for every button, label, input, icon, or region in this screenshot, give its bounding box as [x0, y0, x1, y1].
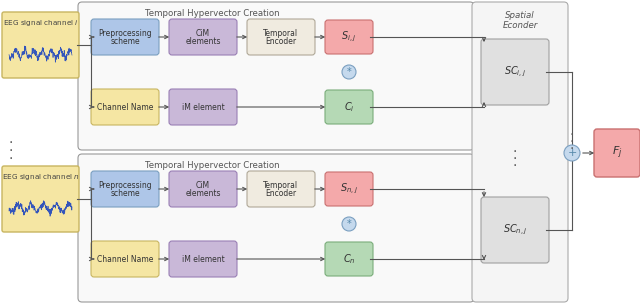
- Text: scheme: scheme: [110, 189, 140, 199]
- Text: Econder: Econder: [502, 21, 538, 30]
- FancyBboxPatch shape: [594, 129, 640, 177]
- Text: Temporal Hypervector Creation: Temporal Hypervector Creation: [145, 161, 279, 170]
- Text: Preprocessing: Preprocessing: [98, 181, 152, 189]
- FancyBboxPatch shape: [325, 242, 373, 276]
- FancyBboxPatch shape: [2, 12, 79, 78]
- Text: .: .: [570, 138, 574, 152]
- Text: elements: elements: [185, 189, 221, 199]
- Text: .: .: [513, 148, 517, 162]
- FancyBboxPatch shape: [78, 154, 474, 302]
- FancyBboxPatch shape: [247, 171, 315, 207]
- Text: EEG signal channel $n$: EEG signal channel $n$: [1, 172, 79, 182]
- Text: .: .: [8, 148, 13, 162]
- Text: $C_n$: $C_n$: [342, 252, 355, 266]
- FancyBboxPatch shape: [91, 171, 159, 207]
- Circle shape: [564, 145, 580, 161]
- Text: .: .: [513, 141, 517, 155]
- Text: *: *: [347, 68, 351, 77]
- Text: scheme: scheme: [110, 37, 140, 46]
- FancyBboxPatch shape: [481, 197, 549, 263]
- Text: $SC_{i,j}$: $SC_{i,j}$: [504, 65, 526, 79]
- Text: +: +: [567, 149, 577, 158]
- FancyBboxPatch shape: [325, 172, 373, 206]
- Text: .: .: [8, 140, 13, 154]
- Text: Preprocessing: Preprocessing: [98, 29, 152, 37]
- Text: Temporal Hypervector Creation: Temporal Hypervector Creation: [145, 10, 279, 18]
- Text: .: .: [570, 131, 574, 145]
- Text: CiM: CiM: [196, 29, 210, 37]
- Text: iM element: iM element: [182, 103, 225, 111]
- Text: Spatial: Spatial: [505, 11, 535, 21]
- FancyBboxPatch shape: [78, 2, 474, 150]
- Circle shape: [342, 65, 356, 79]
- FancyBboxPatch shape: [169, 241, 237, 277]
- Text: elements: elements: [185, 37, 221, 46]
- Text: Temporal: Temporal: [264, 181, 299, 189]
- Text: $S_{i,j}$: $S_{i,j}$: [341, 30, 356, 44]
- Text: Channel Name: Channel Name: [97, 103, 153, 111]
- FancyBboxPatch shape: [169, 19, 237, 55]
- Circle shape: [342, 217, 356, 231]
- Text: Encoder: Encoder: [266, 189, 296, 199]
- Text: EEG signal channel $i$: EEG signal channel $i$: [3, 18, 79, 28]
- FancyBboxPatch shape: [247, 19, 315, 55]
- Text: *: *: [347, 220, 351, 230]
- Text: iM element: iM element: [182, 255, 225, 263]
- FancyBboxPatch shape: [169, 89, 237, 125]
- Text: $SC_{n,j}$: $SC_{n,j}$: [502, 223, 527, 237]
- FancyBboxPatch shape: [325, 90, 373, 124]
- Text: CiM: CiM: [196, 181, 210, 189]
- FancyBboxPatch shape: [169, 171, 237, 207]
- Text: Temporal: Temporal: [264, 29, 299, 37]
- FancyBboxPatch shape: [91, 241, 159, 277]
- Text: Channel Name: Channel Name: [97, 255, 153, 263]
- Text: $F_j$: $F_j$: [612, 145, 622, 161]
- Text: Encoder: Encoder: [266, 37, 296, 46]
- FancyBboxPatch shape: [91, 19, 159, 55]
- Text: .: .: [8, 132, 13, 146]
- FancyBboxPatch shape: [325, 20, 373, 54]
- Text: $S_{n,j}$: $S_{n,j}$: [340, 182, 358, 196]
- FancyBboxPatch shape: [2, 166, 79, 232]
- Text: $C_i$: $C_i$: [344, 100, 355, 114]
- FancyBboxPatch shape: [481, 39, 549, 105]
- FancyBboxPatch shape: [472, 2, 568, 302]
- FancyBboxPatch shape: [91, 89, 159, 125]
- Text: .: .: [513, 155, 517, 169]
- Text: .: .: [570, 124, 574, 138]
